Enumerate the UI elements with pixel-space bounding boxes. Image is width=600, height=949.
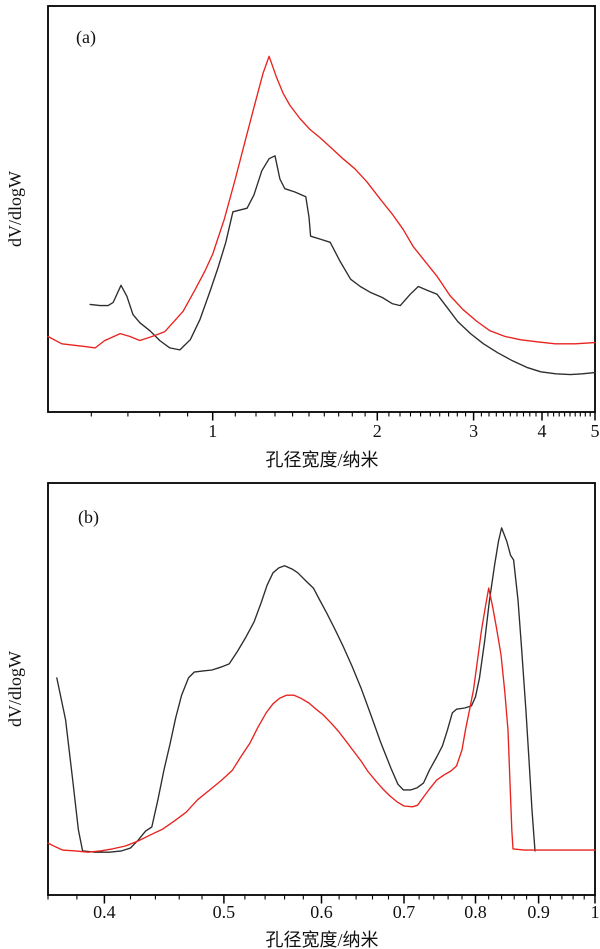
x-axis-label: 孔径宽度/纳米: [265, 930, 378, 949]
x-axis-tick-label: 5: [591, 421, 600, 441]
x-axis-label: 孔径宽度/纳米: [265, 450, 378, 470]
black-curve: [56, 527, 536, 853]
panel-a-chart: 1 2 3 4 5 (a) 孔径宽度/纳米 dV/dlogW: [5, 5, 600, 470]
x-axis-tick-label: 0.9: [527, 902, 550, 922]
panel-b-chart: 0.4 0.5 0.6 0.7 0.8 0.9 1 (b) 孔径宽度/纳米 dV/dlogW: [5, 482, 600, 949]
plot-frame: [47, 482, 596, 896]
x-axis-tick-label: 0.4: [93, 902, 116, 922]
x-axis-tick-label: 1: [208, 421, 217, 441]
x-axis-tick-label: 0.8: [464, 902, 487, 922]
panel-tag: (a): [76, 27, 96, 48]
plot-frame: [47, 5, 596, 413]
panel-tag: (b): [78, 507, 99, 528]
x-axis-tick-label: 1: [591, 902, 600, 922]
x-axis-tick-label: 0.5: [213, 902, 236, 922]
red-curve: [47, 587, 596, 853]
y-axis-label: dV/dlogW: [5, 171, 25, 247]
x-axis-tick-label: 3: [469, 421, 478, 441]
y-axis-label: dV/dlogW: [5, 651, 25, 727]
x-axis-tick-label: 0.6: [310, 902, 333, 922]
x-axis-tick-label: 0.7: [393, 902, 416, 922]
x-axis-tick-label: 2: [373, 421, 382, 441]
red-curve: [47, 55, 596, 349]
x-axis-tick-label: 4: [538, 421, 547, 441]
black-curve: [89, 155, 596, 376]
